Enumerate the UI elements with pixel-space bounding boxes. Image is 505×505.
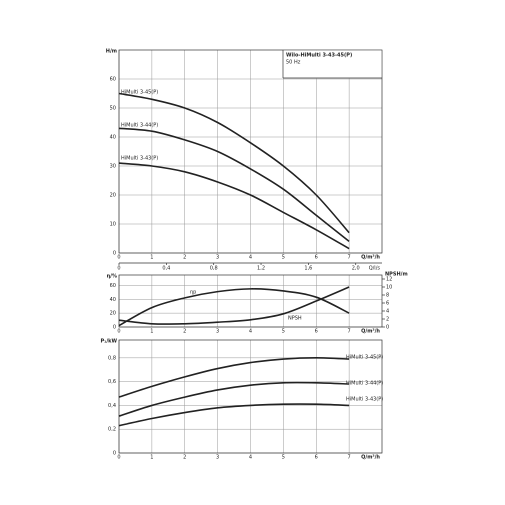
y-tick-label: 0,8 xyxy=(108,355,116,361)
curve xyxy=(118,357,350,398)
y-tick-label: 50 xyxy=(110,106,116,112)
plot-frame xyxy=(118,274,383,328)
x-tick-label: 6 xyxy=(315,455,318,461)
y-tick-label: 40 xyxy=(110,297,116,303)
series-label: HiMulti 3-44(P) xyxy=(121,123,158,129)
x-axis-label: Q/m³/h xyxy=(361,455,380,461)
x-tick-label: 3 xyxy=(216,329,219,335)
y2-tick-label: 2 xyxy=(386,317,389,323)
x-tick-label: 5 xyxy=(282,255,285,261)
y-tick-label: 60 xyxy=(110,283,116,289)
y-axis-label: P₁/kW xyxy=(100,339,117,345)
series-label: HiMulti 3-44(P) xyxy=(346,381,383,387)
x2-tick-label: 2,0 xyxy=(352,266,360,272)
curve xyxy=(118,162,350,250)
y-tick-label: 0 xyxy=(113,251,116,257)
curve xyxy=(118,381,350,417)
y-axis-label: H/m xyxy=(106,49,117,55)
series-label: HiMulti 3-45(P) xyxy=(121,90,158,96)
x2-tick-label: 0,4 xyxy=(162,266,170,272)
y-tick-label: 60 xyxy=(110,77,116,83)
x-tick-label: 1 xyxy=(150,329,153,335)
y-axis-label: η/% xyxy=(107,274,117,280)
curve xyxy=(118,92,350,234)
y2-tick-label: 0 xyxy=(386,325,389,331)
x2-tick-label: 0 xyxy=(117,266,120,272)
y2-axis-label: NPSH/m xyxy=(385,272,408,278)
x2-tick-label: 1,2 xyxy=(257,266,265,272)
x-tick-label: 2 xyxy=(183,455,186,461)
curve xyxy=(118,286,350,325)
curve xyxy=(118,127,350,243)
x-tick-label: 6 xyxy=(315,329,318,335)
series-label: HiMulti 3-45(P) xyxy=(346,355,383,361)
y2-tick-label: 8 xyxy=(386,293,389,299)
series-label: NPSH xyxy=(288,316,302,322)
y-tick-label: 30 xyxy=(110,164,116,170)
x-tick-label: 4 xyxy=(249,255,252,261)
y-tick-label: 20 xyxy=(110,311,116,317)
x-tick-label: 0 xyxy=(117,455,120,461)
curve xyxy=(118,288,350,327)
x-tick-label: 0 xyxy=(117,255,120,261)
x-tick-label: 7 xyxy=(348,329,351,335)
plot-frame xyxy=(118,49,383,254)
x-tick-label: 3 xyxy=(216,255,219,261)
y2-tick-label: 12 xyxy=(386,277,392,283)
x-tick-label: 0 xyxy=(117,329,120,335)
title-box xyxy=(283,50,382,79)
x-tick-label: 6 xyxy=(315,255,318,261)
y2-tick-label: 4 xyxy=(386,309,389,315)
curve xyxy=(118,403,350,427)
y-tick-label: 0 xyxy=(113,325,116,331)
x2-tick-label: 1,6 xyxy=(304,266,312,272)
x-axis-label: Q/m³/h xyxy=(361,255,380,261)
x2-tick-label: 0,8 xyxy=(210,266,218,272)
y-tick-label: 0,6 xyxy=(108,379,116,385)
y-tick-label: 10 xyxy=(110,222,116,228)
x-tick-label: 5 xyxy=(282,329,285,335)
x2-axis-label: Q/l/s xyxy=(369,266,381,272)
x-tick-label: 1 xyxy=(150,455,153,461)
x-tick-label: 4 xyxy=(249,455,252,461)
y-tick-label: 0,2 xyxy=(108,427,116,433)
x-tick-label: 2 xyxy=(183,329,186,335)
y-tick-label: 40 xyxy=(110,135,116,141)
chart-subtitle: 50 Hz xyxy=(286,60,301,66)
y-tick-label: 0 xyxy=(113,451,116,457)
chart-title: Wilo-HiMulti 3-43-45(P) xyxy=(286,53,352,59)
x-tick-label: 1 xyxy=(150,255,153,261)
series-label: HiMulti 3-43(P) xyxy=(346,397,383,403)
x-tick-label: 4 xyxy=(249,329,252,335)
x-tick-label: 3 xyxy=(216,455,219,461)
x-tick-label: 7 xyxy=(348,455,351,461)
x-tick-label: 7 xyxy=(348,255,351,261)
y-tick-label: 20 xyxy=(110,193,116,199)
y-tick-label: 0,4 xyxy=(108,403,116,409)
y2-tick-label: 10 xyxy=(386,285,392,291)
series-label: HiMulti 3-43(P) xyxy=(121,156,158,162)
x-tick-label: 2 xyxy=(183,255,186,261)
y2-tick-label: 6 xyxy=(386,301,389,307)
series-label: ηp xyxy=(190,290,196,296)
x-axis-label: Q/m³/h xyxy=(361,329,380,335)
x-tick-label: 5 xyxy=(282,455,285,461)
